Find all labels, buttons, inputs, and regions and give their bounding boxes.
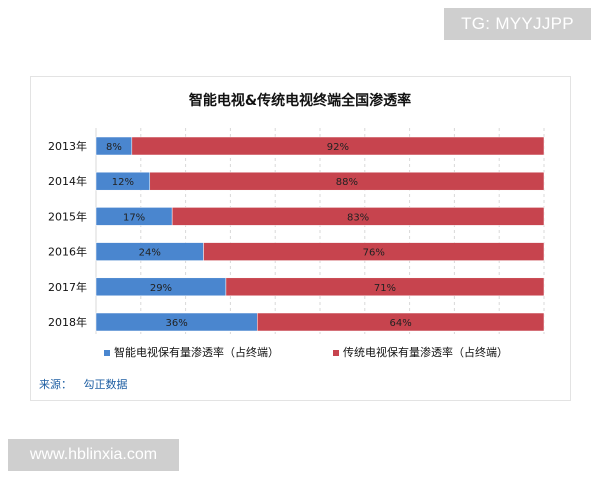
data-label: 8% [106, 142, 122, 153]
chart-title: 智能电视&传统电视终端全国渗透率 [188, 93, 412, 109]
watermark-bottom: www.hblinxia.com [8, 439, 179, 471]
data-label: 92% [327, 142, 349, 153]
bar-traditional-tv [149, 171, 545, 191]
bar-traditional-tv [131, 136, 545, 156]
category-label: 2017年 [48, 280, 87, 294]
legend: 智能电视保有量渗透率（占终端） 传统电视保有量渗透率（占终端） [104, 345, 508, 359]
bar-traditional-tv [225, 277, 545, 297]
category-label: 2016年 [48, 245, 87, 259]
chart-card [30, 76, 571, 401]
legend-swatch-traditional-tv [333, 350, 339, 356]
legend-label: 智能电视保有量渗透率（占终端） [114, 345, 279, 359]
source-value: 勾正数据 [83, 378, 128, 391]
source-label: 来源： [39, 378, 72, 391]
data-label: 24% [139, 248, 161, 259]
data-label: 76% [363, 248, 385, 259]
legend-swatch-smart-tv [104, 350, 110, 356]
category-label: 2018年 [48, 315, 87, 329]
data-label: 29% [150, 283, 172, 294]
data-label: 12% [112, 177, 134, 188]
category-label: 2014年 [48, 174, 87, 188]
source-note: 来源： 勾正数据 [39, 376, 136, 392]
category-label: 2013年 [48, 139, 87, 153]
legend-label: 传统电视保有量渗透率（占终端） [343, 345, 508, 359]
data-label: 64% [390, 318, 412, 329]
data-label: 88% [336, 177, 358, 188]
category-label: 2015年 [48, 209, 87, 223]
data-label: 71% [374, 283, 396, 294]
y-axis-labels: 2013年 2014年 2015年 2016年 2017年 2018年 [48, 139, 87, 329]
data-label: 17% [123, 212, 145, 223]
bar-traditional-tv [203, 242, 545, 261]
bar-traditional-tv [171, 207, 545, 226]
gridlines [95, 128, 545, 334]
watermark-top: TG: MYYJJPP [444, 8, 591, 40]
data-label: 36% [166, 318, 188, 329]
bars: 8% 92% 12% 88% 17% 83% 24% 76% 29% 71% 36% 64% [95, 136, 545, 332]
data-label: 83% [347, 212, 369, 223]
bar-traditional-tv [257, 312, 545, 332]
